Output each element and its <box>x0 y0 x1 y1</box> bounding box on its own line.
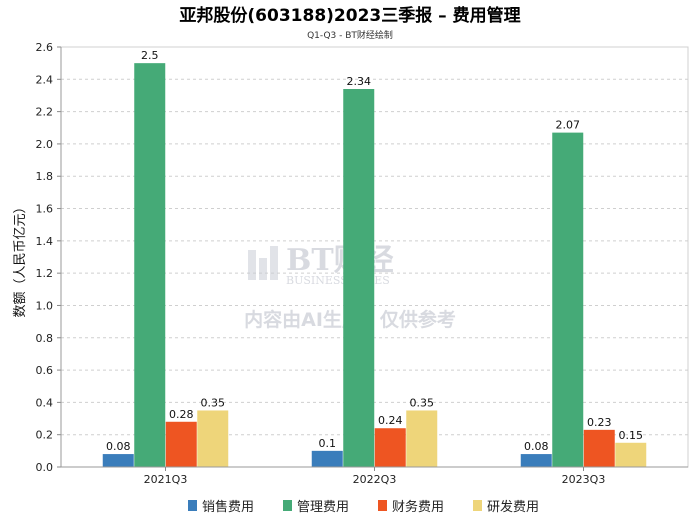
y-tick-label: 1.8 <box>36 170 54 183</box>
bar-2023Q3-管理费用 <box>552 132 584 467</box>
legend-swatch <box>473 500 482 511</box>
y-tick-label: 2.2 <box>36 106 54 119</box>
y-tick-label: 0.6 <box>36 364 54 377</box>
data-label: 0.35 <box>201 396 226 409</box>
bar-2023Q3-财务费用 <box>583 429 615 467</box>
data-label: 0.24 <box>378 414 403 427</box>
data-labels: 0.08 2.5 0.28 0.35 0.1 2.34 0.24 0.35 0.08 2.07 0.… <box>106 49 643 453</box>
y-tick-label: 2.4 <box>36 73 54 86</box>
x-tick-label: 2022Q3 <box>353 473 397 486</box>
y-tick-label: 0.4 <box>36 396 54 409</box>
chart-title: 亚邦股份(603188)2023三季报 – 费用管理 <box>179 5 520 26</box>
bars <box>102 63 647 468</box>
bar-2022Q3-研发费用 <box>406 410 438 467</box>
legend-swatch <box>188 500 197 511</box>
legend-label: 销售费用 <box>202 499 254 515</box>
axes: 0.0 0.2 0.4 0.6 0.8 1.0 1.2 1.4 1.6 1.8 2.0 2.2 2.4 2… <box>36 41 689 486</box>
legend-label: 财务费用 <box>392 499 444 515</box>
y-tick-label: 1.0 <box>36 299 54 312</box>
data-label: 0.28 <box>169 408 194 421</box>
chart-subtitle: Q1-Q3 - BT财经绘制 <box>307 29 393 41</box>
bar-2022Q3-销售费用 <box>311 450 343 467</box>
data-label: 0.15 <box>619 429 644 442</box>
legend-label: 研发费用 <box>487 499 539 515</box>
legend-swatch <box>378 500 387 511</box>
data-label: 0.1 <box>319 437 337 450</box>
data-label: 2.5 <box>141 49 159 62</box>
watermark-brand: BT财经 <box>286 243 394 278</box>
y-axis-label: 数额（人民币亿元） <box>13 200 28 317</box>
bar-2021Q3-管理费用 <box>134 63 166 468</box>
y-tick-label: 1.4 <box>36 235 54 248</box>
data-label: 0.08 <box>106 440 131 453</box>
bar-2021Q3-研发费用 <box>197 410 229 467</box>
bar-2023Q3-研发费用 <box>615 442 647 467</box>
data-label: 2.34 <box>347 75 372 88</box>
watermark-logo-icon <box>248 246 278 280</box>
data-label: 0.08 <box>524 440 549 453</box>
y-tick-label: 0.8 <box>36 332 54 345</box>
bar-2021Q3-财务费用 <box>165 421 197 467</box>
y-tick-label: 0.2 <box>36 429 54 442</box>
bar-2021Q3-销售费用 <box>102 454 134 467</box>
y-tick-label: 1.2 <box>36 267 54 280</box>
x-tick-label: 2021Q3 <box>144 473 188 486</box>
legend: 销售费用 管理费用 财务费用 研发费用 <box>188 499 539 515</box>
y-tick-label: 1.6 <box>36 203 54 216</box>
bar-2023Q3-销售费用 <box>520 454 552 467</box>
y-tick-label: 2.0 <box>36 138 54 151</box>
bar-2022Q3-财务费用 <box>374 428 406 467</box>
legend-label: 管理费用 <box>297 500 349 515</box>
legend-swatch <box>283 500 292 511</box>
data-label: 0.23 <box>587 416 612 429</box>
data-label: 0.35 <box>410 396 435 409</box>
y-tick-label: 0.0 <box>36 461 54 474</box>
bar-2022Q3-管理费用 <box>343 89 375 467</box>
y-tick-label: 2.6 <box>36 41 54 54</box>
x-tick-label: 2023Q3 <box>562 473 606 486</box>
data-label: 2.07 <box>556 119 581 132</box>
